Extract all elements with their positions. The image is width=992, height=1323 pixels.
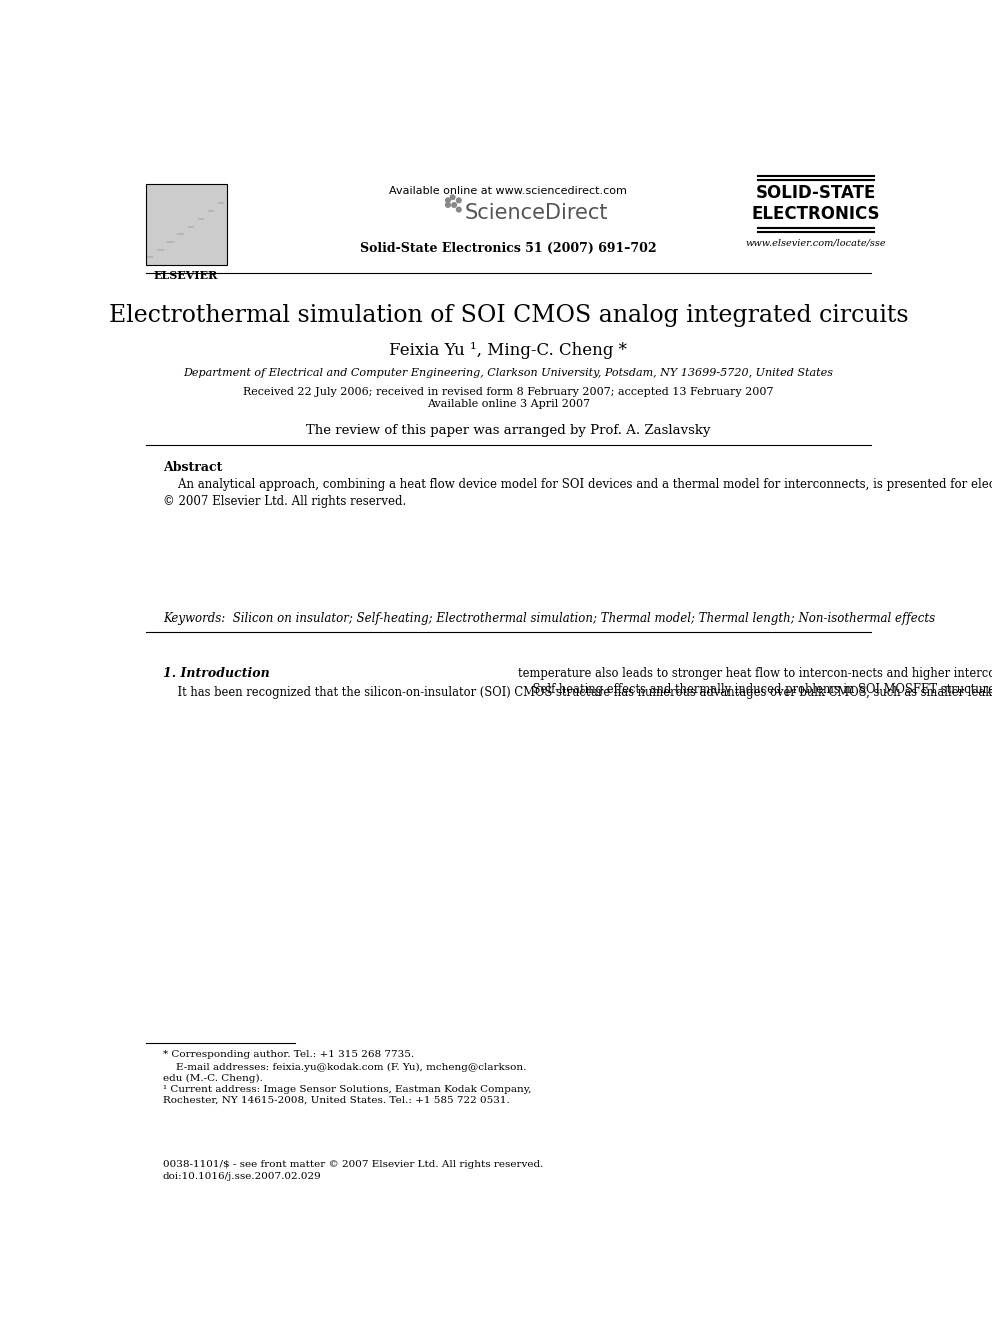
Text: Electrothermal simulation of SOI CMOS analog integrated circuits: Electrothermal simulation of SOI CMOS an… (108, 303, 909, 327)
Text: SOLID-STATE: SOLID-STATE (756, 184, 876, 202)
Text: ScienceDirect: ScienceDirect (465, 204, 608, 224)
Text: Keywords:  Silicon on insulator; Self-heating; Electrothermal simulation; Therma: Keywords: Silicon on insulator; Self-hea… (163, 611, 934, 624)
Text: * Corresponding author. Tel.: +1 315 268 7735.: * Corresponding author. Tel.: +1 315 268… (163, 1050, 414, 1060)
Text: Feixia Yu ¹, Ming-C. Cheng *: Feixia Yu ¹, Ming-C. Cheng * (390, 343, 627, 359)
Bar (146, 184, 227, 265)
Text: It has been recognized that the silicon-on-insulator (SOI) CMOS structure has nu: It has been recognized that the silicon-… (163, 687, 992, 700)
Text: ¹ Current address: Image Sensor Solutions, Eastman Kodak Company,
Rochester, NY : ¹ Current address: Image Sensor Solution… (163, 1085, 532, 1105)
Circle shape (450, 194, 455, 200)
Text: temperature also leads to stronger heat flow to intercon-nects and higher interc: temperature also leads to stronger heat … (518, 667, 992, 696)
Circle shape (445, 198, 450, 202)
Text: Abstract: Abstract (163, 460, 222, 474)
Text: E-mail addresses: feixia.yu@kodak.com (F. Yu), mcheng@clarkson.
edu (M.-C. Cheng: E-mail addresses: feixia.yu@kodak.com (F… (163, 1062, 526, 1084)
Circle shape (456, 198, 461, 202)
Text: 1. Introduction: 1. Introduction (163, 667, 270, 680)
Text: Available online at www.sciencedirect.com: Available online at www.sciencedirect.co… (390, 185, 627, 196)
Text: www.elsevier.com/locate/sse: www.elsevier.com/locate/sse (746, 239, 887, 247)
Text: ELECTRONICS: ELECTRONICS (752, 205, 880, 224)
Circle shape (445, 202, 450, 208)
Text: ELSEVIER: ELSEVIER (154, 270, 218, 282)
Circle shape (451, 202, 456, 208)
Text: An analytical approach, combining a heat flow device model for SOI devices and a: An analytical approach, combining a heat… (163, 479, 992, 508)
Text: The review of this paper was arranged by Prof. A. Zaslavsky: The review of this paper was arranged by… (307, 425, 710, 438)
Text: 0038-1101/$ - see front matter © 2007 Elsevier Ltd. All rights reserved.
doi:10.: 0038-1101/$ - see front matter © 2007 El… (163, 1160, 544, 1180)
Text: Department of Electrical and Computer Engineering, Clarkson University, Potsdam,: Department of Electrical and Computer En… (184, 368, 833, 378)
Text: Received 22 July 2006; received in revised form 8 February 2007; accepted 13 Feb: Received 22 July 2006; received in revis… (243, 386, 774, 397)
Circle shape (456, 208, 461, 212)
Text: Available online 3 April 2007: Available online 3 April 2007 (427, 400, 590, 409)
Text: Solid-State Electronics 51 (2007) 691–702: Solid-State Electronics 51 (2007) 691–70… (360, 242, 657, 255)
